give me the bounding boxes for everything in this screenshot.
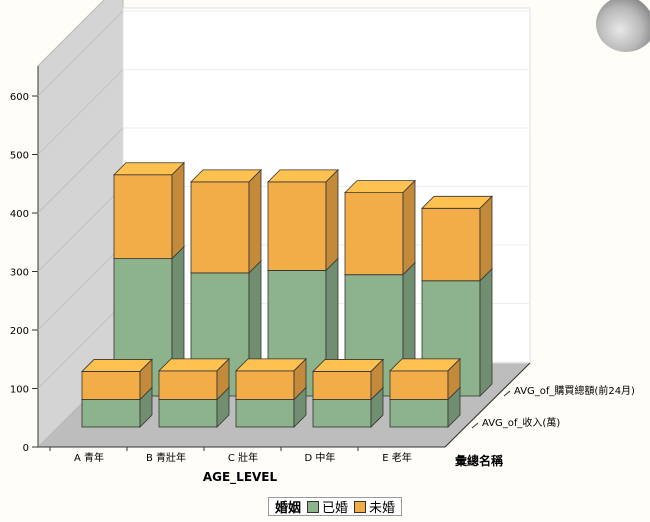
bar-back-0-1-side	[172, 163, 184, 259]
bar-front-0-0-front	[82, 400, 140, 427]
bar-back-1-1	[191, 170, 261, 273]
bar-front-3-1	[313, 359, 383, 399]
bar-front-2-1	[236, 359, 306, 400]
bar-front-2-0-front	[236, 400, 294, 427]
bar-back-0-1	[114, 163, 184, 259]
z-tick	[472, 423, 478, 428]
y-tick-label: 400	[10, 209, 29, 220]
y-tick-label: 200	[10, 326, 29, 337]
z-tick-label: AVG_of_購買總額(前24月)	[514, 384, 635, 397]
bar-back-4-1-side	[480, 196, 492, 280]
bar-front-3-1-front	[313, 371, 371, 399]
bar-back-4-1	[422, 196, 492, 280]
bar-front-1-0-front	[159, 400, 217, 427]
bar-front-4-0-front	[390, 400, 448, 427]
legend-title: 婚姻	[275, 497, 301, 516]
bar-back-3-1-side	[403, 181, 415, 275]
legend-label-married: 已婚	[322, 497, 348, 516]
bar-front-0-1	[82, 359, 152, 399]
y-tick-label: 600	[10, 92, 29, 103]
bar-front-1-1	[159, 359, 229, 400]
bar-back-2-1-side	[326, 170, 338, 270]
bar-back-1-1-side	[249, 170, 261, 273]
bar-back-3-1	[345, 181, 415, 275]
bar-back-4-0-side	[480, 269, 492, 396]
bar-front-2-1-front	[236, 371, 294, 400]
bar-front-0-1-front	[82, 371, 140, 399]
legend-item-married: 已婚	[307, 497, 348, 516]
bar-front-1-1-front	[159, 371, 217, 400]
x-tick-label: A 青年	[74, 451, 104, 464]
z-axis-title: 彙總名稱	[454, 453, 503, 468]
bar-front-4-1-front	[390, 371, 448, 400]
y-tick-label: 300	[10, 268, 29, 279]
z-tick	[504, 391, 510, 396]
y-tick-label: 100	[10, 385, 29, 396]
x-tick-label: D 中年	[305, 451, 336, 464]
bar-back-1-1-front	[191, 182, 249, 273]
z-tick-label: AVG_of_收入(萬)	[482, 416, 560, 429]
legend-swatch-married	[307, 501, 319, 513]
bar-back-0-1-front	[114, 175, 172, 259]
bar-back-3-1-front	[345, 193, 403, 275]
bar-front-3-0-front	[313, 400, 371, 427]
x-tick-label: C 壯年	[228, 451, 258, 464]
legend-item-unmarried: 未婚	[354, 497, 395, 516]
x-axis-title: AGE_LEVEL	[203, 470, 278, 485]
y-tick-label: 500	[10, 151, 29, 162]
x-tick-label: B 青壯年	[146, 451, 186, 464]
bar-back-2-1-front	[268, 182, 326, 270]
bar-back-2-1	[268, 170, 338, 270]
legend: 婚姻 已婚 未婚	[268, 497, 402, 516]
bar-front-4-1	[390, 359, 460, 400]
x-tick-label: E 老年	[382, 451, 412, 464]
legend-swatch-unmarried	[354, 501, 366, 513]
bar-back-4-1-front	[422, 208, 480, 280]
y-tick-label: 0	[23, 443, 29, 454]
legend-label-unmarried: 未婚	[369, 497, 395, 516]
